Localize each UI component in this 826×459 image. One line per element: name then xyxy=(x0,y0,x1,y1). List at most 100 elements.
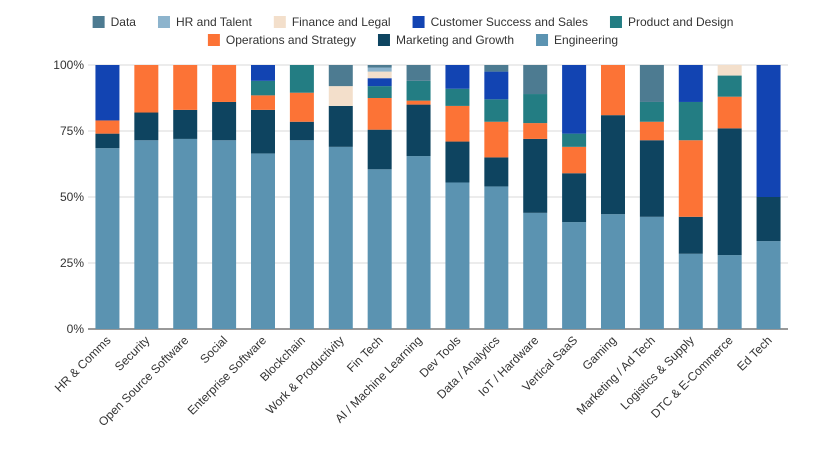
bar-segment xyxy=(289,92,314,122)
bar-segment xyxy=(523,212,548,329)
y-tick-label: 50% xyxy=(60,190,84,204)
bar-segment xyxy=(601,115,625,215)
bar-segment xyxy=(367,78,392,87)
bar-segment xyxy=(523,65,548,95)
bar-segment xyxy=(601,214,625,329)
bar-segment xyxy=(639,101,664,122)
legend-swatch xyxy=(92,16,105,28)
bar-segment xyxy=(484,99,509,122)
bar-segment xyxy=(367,169,392,329)
bar-segment xyxy=(251,80,275,96)
legend-label: Operations and Strategy xyxy=(226,33,356,47)
bar-segment xyxy=(367,86,392,98)
bar-segment xyxy=(562,222,587,329)
legend-swatch xyxy=(609,16,622,28)
bar-segment xyxy=(251,65,275,81)
legend-label: Customer Success and Sales xyxy=(431,15,588,29)
bar-segment xyxy=(95,148,120,329)
x-tick-label: Ed Tech xyxy=(734,333,774,373)
bar-segment xyxy=(367,67,392,72)
y-tick-label: 75% xyxy=(60,124,84,138)
bar-segment xyxy=(445,141,470,183)
legend-label: Engineering xyxy=(554,33,618,47)
bar-segment xyxy=(639,121,664,141)
bar-segment xyxy=(212,65,237,102)
bar-segment xyxy=(406,156,431,329)
bar-segment xyxy=(445,65,470,89)
bar-segment xyxy=(678,101,703,141)
bar-segment xyxy=(173,65,198,110)
bar-segment xyxy=(484,157,509,187)
bar-segment xyxy=(95,65,120,121)
bar-segment xyxy=(756,241,781,329)
bar-segment xyxy=(134,140,159,329)
bar-segment xyxy=(367,129,392,170)
bar-segment xyxy=(251,153,275,329)
bar-segment xyxy=(134,112,159,141)
bar-segment xyxy=(562,146,587,174)
bar-segment xyxy=(678,140,703,217)
bar-segment xyxy=(717,128,742,256)
legend-label: Data xyxy=(111,15,137,29)
bar-segment xyxy=(484,121,509,158)
bar-segment xyxy=(212,101,237,141)
bar-segment xyxy=(328,105,353,147)
legend-item: Engineering xyxy=(536,33,618,47)
bar-segment xyxy=(289,65,314,93)
bar-segment xyxy=(406,80,431,101)
bar-segment xyxy=(367,71,392,79)
bar-segment xyxy=(406,65,431,81)
bar-segment xyxy=(678,65,703,102)
bar-segment xyxy=(678,216,703,254)
bar-segment xyxy=(562,133,587,147)
bar-segment xyxy=(756,65,781,197)
bar-segment xyxy=(639,140,664,217)
bar-segment xyxy=(445,105,470,142)
bar-segment xyxy=(289,121,314,141)
bar-segment xyxy=(95,133,120,149)
bar-segment xyxy=(134,65,159,113)
bar-segment xyxy=(562,65,587,134)
y-axis-ticks: 0% 25% 50% 75% 100% xyxy=(53,58,84,336)
bar-segment xyxy=(562,173,587,223)
bar-segment xyxy=(95,120,120,134)
bar-segment xyxy=(367,65,392,68)
bar-segment xyxy=(523,94,548,124)
bar-segment xyxy=(523,138,548,213)
bar-segment xyxy=(445,88,470,106)
bar-segment xyxy=(717,75,742,97)
y-tick-label: 0% xyxy=(67,322,85,336)
bar-segment xyxy=(406,100,431,105)
legend-item: Finance and Legal xyxy=(273,15,391,29)
legend-label: Finance and Legal xyxy=(292,15,391,29)
bar-segment xyxy=(717,65,742,76)
bar-segment xyxy=(639,216,664,329)
bar-segment xyxy=(251,95,275,110)
bar-segment xyxy=(406,104,431,157)
gridlines xyxy=(88,64,788,330)
bar-segment xyxy=(756,197,781,242)
legend-item: Data xyxy=(92,15,137,29)
legend-swatch xyxy=(412,16,425,28)
legend-swatch xyxy=(536,34,549,46)
legend-swatch xyxy=(377,34,390,46)
legend-item: HR and Talent xyxy=(157,15,252,29)
x-tick-label: HR & Comms xyxy=(52,333,114,395)
legend-label: HR and Talent xyxy=(176,15,252,29)
bar-segment xyxy=(251,109,275,154)
bar-segment xyxy=(678,253,703,329)
x-tick-label: Social xyxy=(197,333,230,366)
y-tick-label: 100% xyxy=(53,58,84,72)
legend-item: Operations and Strategy xyxy=(207,33,356,47)
bar-segment xyxy=(484,186,509,329)
legend-swatch xyxy=(207,34,220,46)
legend-label: Marketing and Growth xyxy=(396,33,514,47)
bar-segment xyxy=(289,140,314,329)
bar-segment xyxy=(328,146,353,329)
bar-segment xyxy=(212,140,237,329)
bars xyxy=(95,65,781,329)
bar-segment xyxy=(173,138,198,329)
bar-segment xyxy=(173,109,198,139)
